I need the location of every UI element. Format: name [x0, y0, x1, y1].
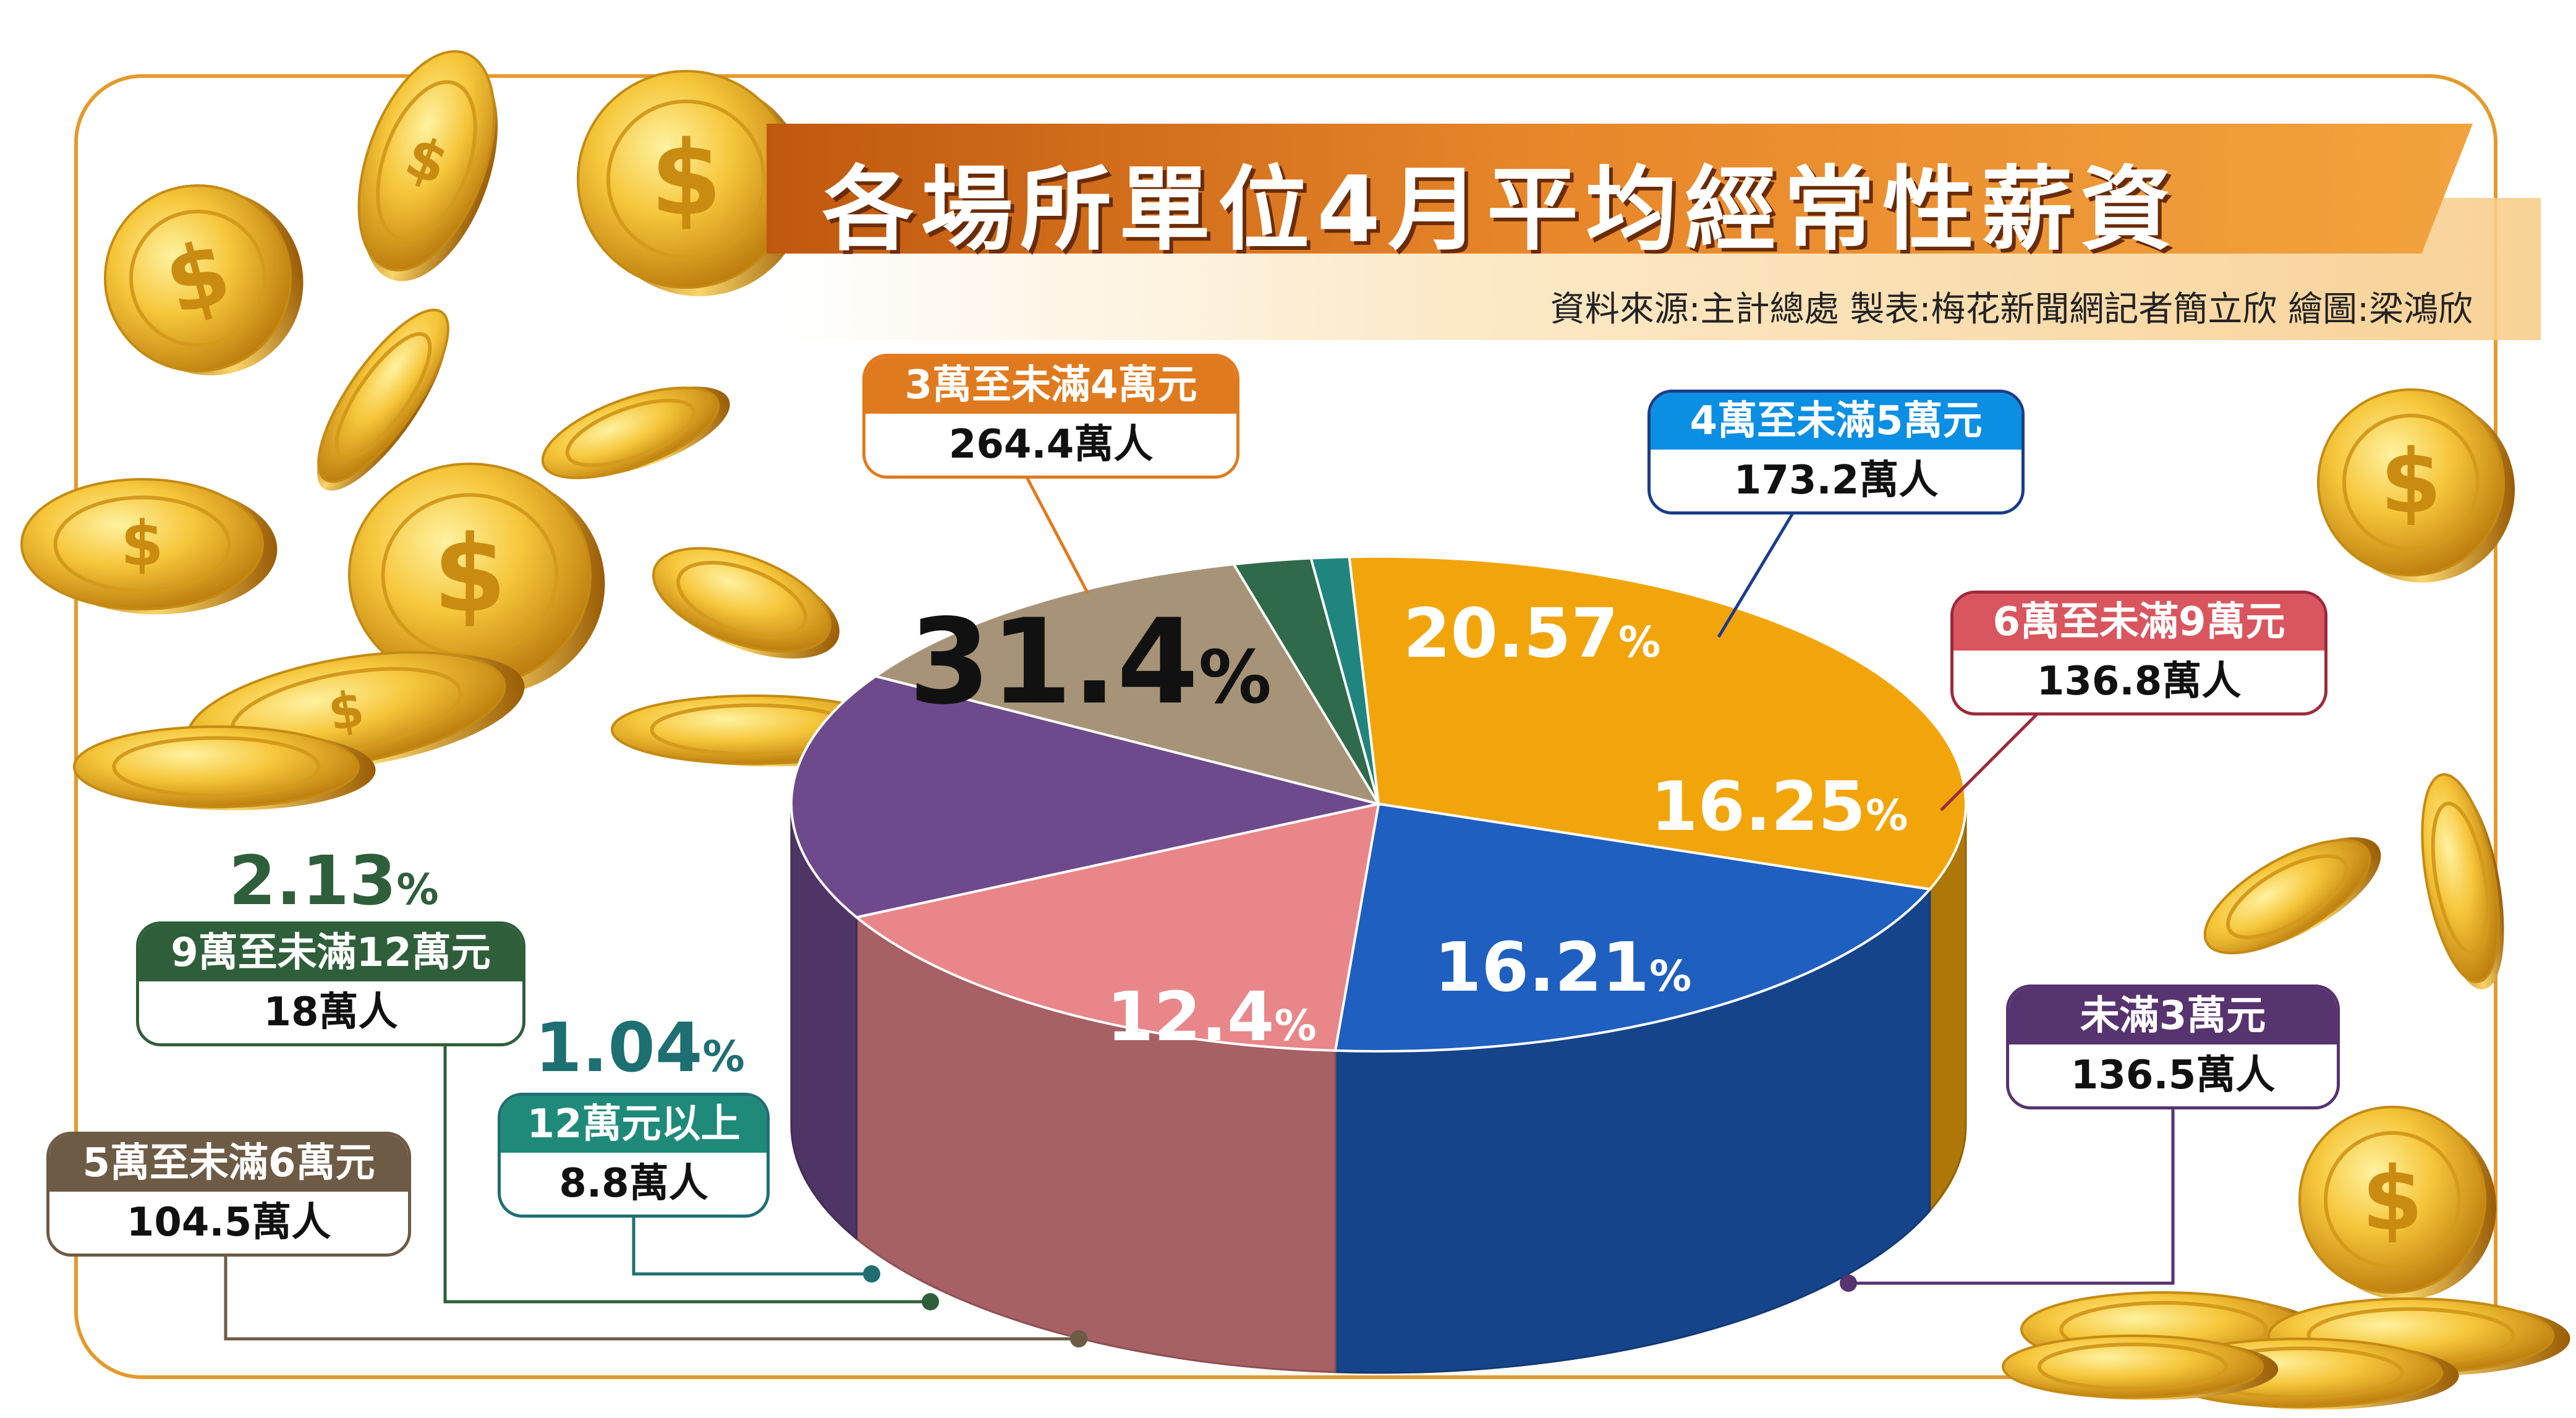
- svg-text:$: $: [121, 508, 163, 580]
- gold-dollar-coin-icon: $: [577, 70, 807, 296]
- pie-slice: [854, 802, 1380, 1052]
- slice-callout: 3萬至未滿4萬元 264.4萬人: [862, 354, 1239, 479]
- callout-people: 264.4萬人: [948, 422, 1154, 468]
- leader-line: [1024, 475, 1090, 595]
- callout-people: 104.5萬人: [126, 1200, 331, 1245]
- leader-line: [1848, 1101, 2175, 1285]
- pie-slice: [1333, 802, 1932, 1053]
- title-banner: [767, 124, 2473, 254]
- pie-slice: [872, 563, 1382, 806]
- percent-value: 12.4: [1107, 977, 1275, 1056]
- gold-dollar-coin-icon: [317, 309, 449, 491]
- frame-border: [74, 74, 2497, 1379]
- pie-percent-label: 20.57%: [1403, 594, 1660, 673]
- percent-value: 31.4: [909, 594, 1199, 730]
- leader-line: [632, 1212, 872, 1276]
- slice-callout: 4萬至未滿5萬元 173.2萬人: [1647, 390, 2025, 515]
- slice-callout: 6萬至未滿9萬元 136.8萬人: [1950, 591, 2327, 715]
- pie-side-walls: [790, 803, 1967, 1374]
- slice-callout: 5萬至未滿6萬元 104.5萬人: [46, 1132, 411, 1257]
- percent-value: 16.25: [1651, 767, 1866, 846]
- percent-value: 1.04: [535, 1008, 703, 1087]
- gold-dollar-coin-icon: [2002, 1335, 2279, 1400]
- pie-percent-label: 16.21%: [1434, 928, 1691, 1007]
- slice-callout: 9萬至未滿12萬元 18萬人: [136, 921, 525, 1046]
- pie-slice: [790, 675, 1379, 919]
- leader-line: [224, 1252, 1079, 1341]
- callout-category: 4萬至未滿5萬元: [1651, 393, 2021, 450]
- gold-dollar-coin-icon: [2203, 837, 2381, 955]
- callout-people: 18萬人: [263, 989, 398, 1035]
- gold-dollar-coin-icon: [652, 547, 840, 659]
- gold-dollar-coin-icon: [541, 387, 730, 479]
- svg-text:$: $: [2380, 430, 2441, 533]
- gold-dollar-coin-icon: $: [2298, 1106, 2496, 1300]
- leader-dot: [922, 1293, 939, 1310]
- callout-category: 12萬元以上: [501, 1096, 767, 1153]
- source-credit: 資料來源:主計總處 製表:梅花新聞網記者簡立欣 繪圖:梁鴻欣: [1550, 289, 2473, 330]
- percent-symbol: %: [702, 1033, 745, 1082]
- leader-dot: [1070, 1330, 1087, 1348]
- callout-people: 136.5萬人: [2070, 1053, 2276, 1098]
- callout-people: 136.8萬人: [2036, 659, 2242, 704]
- pie-top: [790, 555, 1968, 1053]
- gold-dollar-coin-icon: $: [348, 463, 605, 696]
- pie-percent-label: 16.25%: [1651, 767, 1908, 846]
- percent-symbol: %: [1649, 952, 1692, 1001]
- gold-dollar-coin-icon: $: [357, 50, 498, 281]
- callout-category: 6萬至未滿9萬元: [1953, 594, 2324, 651]
- leader-dot: [863, 1265, 880, 1283]
- callout-category: 5萬至未滿6萬元: [49, 1135, 408, 1192]
- percent-value: 20.57: [1403, 594, 1618, 673]
- pie-percent-label: 12.4%: [1107, 977, 1317, 1056]
- pie-slice: [1348, 555, 1968, 891]
- pie-percent-label: 1.04%: [535, 1008, 745, 1087]
- leader-line: [443, 1045, 930, 1304]
- leader-dot: [1840, 1275, 1857, 1292]
- pie-percent-label: 31.4%: [909, 594, 1272, 730]
- svg-text:$: $: [433, 513, 507, 636]
- gold-dollar-coin-icon: $: [2317, 388, 2515, 583]
- percent-symbol: %: [1618, 618, 1661, 667]
- gold-dollar-coin-icon: [73, 725, 376, 811]
- slice-callout: 未滿3萬元 136.5萬人: [2006, 984, 2340, 1109]
- leader-line: [1717, 512, 1795, 638]
- gold-dollar-coin-icon: $: [20, 478, 278, 615]
- percent-value: 2.13: [229, 841, 397, 920]
- svg-text:$: $: [2361, 1148, 2423, 1250]
- svg-text:$: $: [650, 119, 722, 239]
- leader-line: [1940, 710, 2041, 811]
- gold-dollar-coin-icon: $: [104, 184, 304, 375]
- percent-symbol: %: [1274, 1002, 1317, 1051]
- gold-dollar-coin-icon: [2421, 773, 2504, 989]
- callout-category: 未滿3萬元: [2009, 988, 2337, 1044]
- callout-people: 173.2萬人: [1733, 458, 1939, 503]
- pie-percent-label: 2.13%: [229, 841, 439, 920]
- callout-category: 9萬至未滿12萬元: [139, 925, 522, 981]
- percent-symbol: %: [1865, 792, 1908, 840]
- percent-value: 16.21: [1434, 928, 1649, 1007]
- slice-callout: 12萬元以上 8.8萬人: [498, 1093, 770, 1218]
- percent-symbol: %: [396, 866, 439, 915]
- page-title: 各場所單位4月平均經常性薪資: [822, 156, 2179, 263]
- callout-category: 3萬至未滿4萬元: [865, 357, 1236, 414]
- pie-slice: [1309, 555, 1380, 805]
- callout-people: 8.8萬人: [559, 1161, 708, 1207]
- percent-symbol: %: [1198, 635, 1272, 720]
